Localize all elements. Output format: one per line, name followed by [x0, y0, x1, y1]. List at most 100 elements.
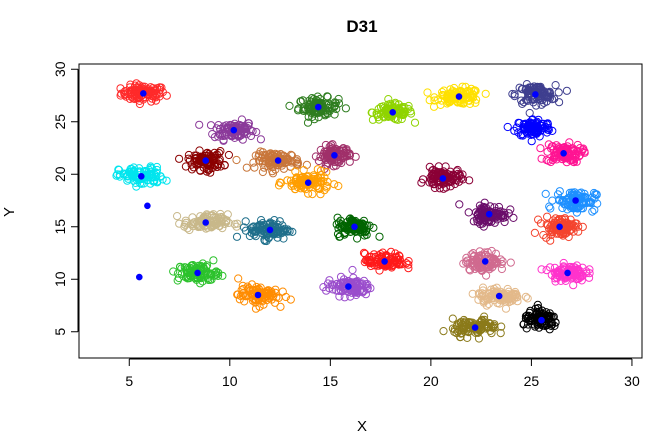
data-point	[549, 216, 558, 225]
data-point	[482, 301, 491, 310]
data-point	[547, 317, 556, 326]
data-point	[569, 281, 578, 290]
data-point	[336, 272, 346, 281]
data-point	[506, 258, 515, 267]
data-point	[463, 333, 472, 342]
data-point	[563, 205, 572, 214]
data-point	[371, 252, 380, 261]
data-point	[565, 226, 574, 236]
centroid-marker	[485, 210, 493, 218]
plot-frame	[78, 63, 643, 359]
data-point	[202, 261, 212, 270]
data-point	[585, 198, 594, 207]
data-point	[336, 216, 345, 225]
data-point	[313, 165, 322, 174]
data-point	[461, 82, 470, 92]
data-point	[537, 265, 546, 274]
data-point	[175, 154, 184, 163]
data-point	[262, 287, 272, 296]
centroid-marker	[202, 157, 209, 164]
data-point	[523, 129, 532, 138]
data-point	[340, 150, 349, 159]
data-point	[423, 88, 432, 97]
centroid-marker	[495, 292, 503, 300]
data-point	[292, 159, 302, 168]
data-point	[466, 266, 475, 275]
data-point	[340, 293, 349, 302]
data-point	[427, 170, 436, 180]
data-point	[539, 123, 549, 133]
data-point	[214, 268, 223, 277]
data-point	[452, 329, 461, 338]
centroid-marker	[351, 223, 358, 231]
data-point	[593, 199, 602, 208]
data-point	[480, 198, 489, 207]
data-point	[257, 228, 266, 237]
data-point	[475, 247, 484, 256]
centroid-marker	[274, 157, 282, 164]
data-point	[562, 226, 571, 235]
data-point	[190, 156, 199, 165]
data-point	[439, 327, 448, 336]
data-point	[541, 189, 550, 198]
data-point	[230, 220, 239, 229]
y-tick-label: 20	[52, 166, 68, 182]
data-point	[316, 152, 325, 162]
data-point	[496, 329, 505, 338]
x-tick-label: 15	[323, 373, 339, 389]
data-point	[196, 279, 205, 288]
data-point	[575, 192, 584, 201]
data-point	[347, 286, 357, 295]
data-point	[333, 213, 342, 222]
data-point	[500, 217, 509, 227]
y-tick-label: 10	[52, 271, 68, 287]
data-point	[366, 261, 375, 271]
data-point	[306, 105, 315, 114]
data-point	[129, 163, 138, 172]
y-axis: 5 10 15 20 25 30	[52, 61, 79, 336]
data-point	[475, 201, 484, 210]
data-point	[155, 85, 164, 95]
data-point	[252, 127, 261, 137]
data-point	[561, 276, 570, 285]
data-point	[534, 215, 543, 224]
data-point	[551, 277, 560, 286]
data-point	[152, 162, 161, 172]
data-point	[304, 189, 313, 198]
data-point	[237, 115, 246, 124]
centroid-marker	[138, 173, 145, 180]
data-point	[323, 92, 332, 102]
data-point	[148, 164, 157, 173]
data-point	[196, 222, 205, 231]
data-point	[258, 167, 267, 177]
data-point	[293, 158, 302, 167]
data-point	[506, 205, 515, 214]
data-point	[354, 282, 363, 291]
data-point	[477, 209, 486, 218]
data-point	[189, 218, 198, 227]
y-tick-label: 15	[52, 219, 68, 235]
data-point	[143, 85, 152, 94]
data-point	[184, 150, 193, 160]
data-point	[379, 112, 388, 121]
data-point	[238, 135, 247, 144]
data-point	[572, 208, 582, 217]
data-point	[183, 224, 192, 233]
data-point	[250, 163, 259, 172]
data-point	[394, 251, 404, 260]
y-tick-label: 5	[52, 328, 68, 336]
data-point	[156, 172, 165, 181]
centroid-marker	[538, 316, 545, 324]
data-point	[447, 171, 457, 180]
data-point	[269, 229, 278, 238]
data-point	[329, 162, 338, 171]
data-point	[316, 190, 325, 199]
data-point	[239, 223, 249, 232]
centroid-marker	[471, 324, 479, 331]
data-point	[547, 228, 556, 237]
data-point	[504, 290, 513, 299]
data-point	[384, 95, 393, 104]
data-point	[207, 275, 216, 284]
data-point	[126, 80, 135, 89]
